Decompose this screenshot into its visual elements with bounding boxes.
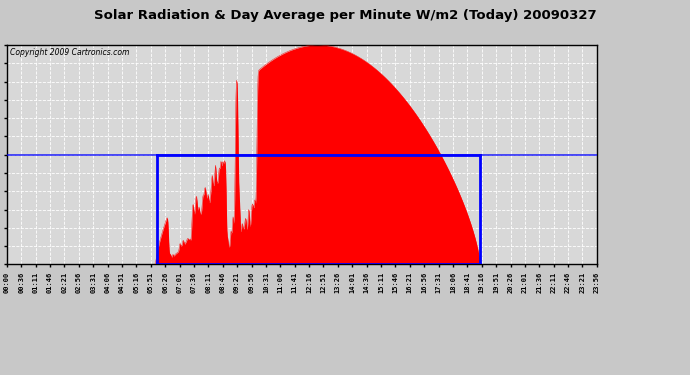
Text: Copyright 2009 Cartronics.com: Copyright 2009 Cartronics.com <box>10 48 129 57</box>
Text: Solar Radiation & Day Average per Minute W/m2 (Today) 20090327: Solar Radiation & Day Average per Minute… <box>94 9 596 22</box>
